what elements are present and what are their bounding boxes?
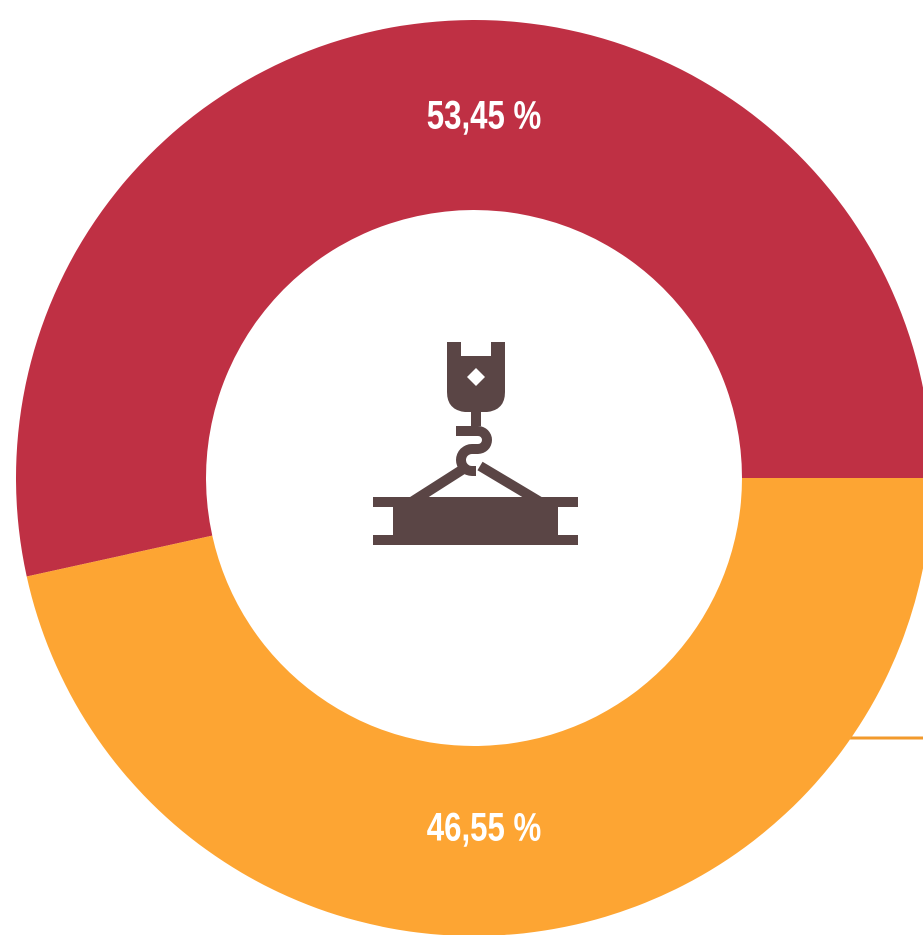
slings: [407, 461, 545, 508]
value-label: 46,55 %: [427, 805, 541, 850]
slice: [16, 20, 923, 577]
donut: [16, 20, 923, 935]
value-label: 53,45 %: [427, 93, 541, 138]
i-beam: [373, 497, 578, 545]
hook-shank: [471, 410, 481, 426]
crane-icon: [373, 342, 578, 545]
hook-diamond: [467, 368, 485, 386]
slice: [26, 478, 923, 935]
